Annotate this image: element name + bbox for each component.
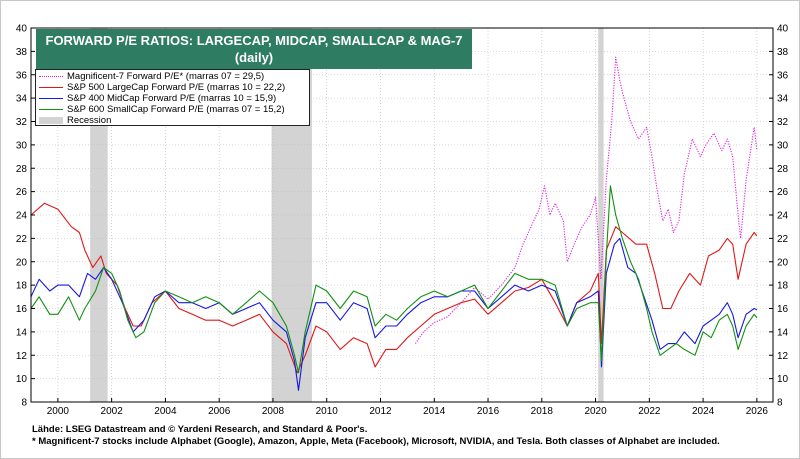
y-axis-left: 8 10 12 14 16 18 20 22 24 26 28 30 32 34 36 38 40 — [16, 24, 28, 409]
ytick-label-right-8: 8 — [777, 398, 783, 409]
ytick-label-left-32: 32 — [16, 117, 28, 128]
ytick-label-left-24: 24 — [16, 211, 28, 222]
ytick-label-right-24: 24 — [777, 211, 789, 222]
xtick-label-2016: 2016 — [477, 406, 500, 417]
series-line-3 — [30, 185, 758, 374]
legend: Magnificent-7 Forward P/E* (marras 07 = … — [35, 69, 310, 126]
recession-band-2 — [598, 28, 604, 402]
xtick-label-2018: 2018 — [531, 406, 554, 417]
title-line-2: (daily) — [234, 50, 274, 65]
ytick-label-right-28: 28 — [777, 164, 789, 175]
xtick-label-2006: 2006 — [208, 406, 231, 417]
ytick-label-right-16: 16 — [777, 304, 789, 315]
footer: Lähde: LSEG Datastream and © Yardeni Res… — [32, 424, 792, 448]
series-line-2 — [30, 237, 758, 391]
ytick-label-left-40: 40 — [16, 24, 28, 35]
xtick-label-2010: 2010 — [316, 406, 339, 417]
ytick-label-right-20: 20 — [777, 257, 789, 268]
legend-item-recession: Recession — [39, 115, 306, 126]
axis-ticks — [31, 27, 773, 403]
x-axis: 2000 2002 2004 2006 2008 2010 2012 2014 2016 2018… — [47, 406, 769, 417]
xtick-label-2002: 2002 — [101, 406, 124, 417]
ytick-label-left-30: 30 — [16, 140, 28, 151]
ytick-label-left-36: 36 — [16, 70, 28, 81]
legend-label-sp500: S&P 500 LargeCap Forward P/E (marras 10 … — [67, 82, 286, 93]
ytick-label-left-16: 16 — [16, 304, 28, 315]
series-line-1 — [30, 202, 758, 374]
y-axis-right: 8 10 12 14 16 18 20 22 24 26 28 30 32 34 36 38 40 — [777, 24, 789, 409]
legend-swatch-sp600 — [39, 109, 63, 110]
ytick-label-right-36: 36 — [777, 70, 789, 81]
ytick-label-right-14: 14 — [777, 327, 789, 338]
ytick-label-left-20: 20 — [16, 257, 28, 268]
xtick-label-2014: 2014 — [423, 406, 446, 417]
legend-swatch-sp500 — [39, 87, 63, 88]
ytick-label-left-14: 14 — [16, 327, 28, 338]
legend-swatch-recession — [39, 117, 63, 124]
ytick-label-right-10: 10 — [777, 374, 789, 385]
series-lines — [30, 56, 758, 391]
chart-title: FORWARD P/E RATIOS: LARGECAP, MIDCAP, SM… — [36, 29, 472, 69]
legend-label-recession: Recession — [67, 115, 112, 126]
ytick-label-right-26: 26 — [777, 187, 789, 198]
footer-note: * Magnificent-7 stocks include Alphabet … — [32, 436, 720, 447]
xtick-label-2020: 2020 — [584, 406, 607, 417]
xtick-label-2008: 2008 — [262, 406, 285, 417]
ytick-label-left-26: 26 — [16, 187, 28, 198]
ytick-label-left-34: 34 — [16, 94, 28, 105]
ytick-label-right-18: 18 — [777, 281, 789, 292]
series-line-0 — [414, 56, 758, 344]
xtick-label-2022: 2022 — [638, 406, 661, 417]
ytick-label-left-38: 38 — [16, 47, 28, 58]
ytick-label-left-8: 8 — [21, 398, 27, 409]
ytick-label-right-34: 34 — [777, 94, 789, 105]
legend-item-sp500: S&P 500 LargeCap Forward P/E (marras 10 … — [39, 82, 306, 93]
title-line-1: FORWARD P/E RATIOS: LARGECAP, MIDCAP, SM… — [45, 33, 463, 48]
ytick-label-left-28: 28 — [16, 164, 28, 175]
ytick-label-right-12: 12 — [777, 351, 789, 362]
legend-item-sp400: S&P 400 MidCap Forward P/E (marras 10 = … — [39, 93, 306, 104]
xtick-label-2000: 2000 — [47, 406, 70, 417]
legend-label-mag7: Magnificent-7 Forward P/E* (marras 07 = … — [67, 71, 265, 82]
ytick-label-left-12: 12 — [16, 351, 28, 362]
ytick-label-right-38: 38 — [777, 47, 789, 58]
xtick-label-2026: 2026 — [746, 406, 769, 417]
ytick-label-left-10: 10 — [16, 374, 28, 385]
ytick-label-left-22: 22 — [16, 234, 28, 245]
legend-label-sp600: S&P 600 SmallCap Forward P/E (marras 07 … — [67, 104, 285, 115]
legend-item-mag7: Magnificent-7 Forward P/E* (marras 07 = … — [39, 71, 306, 82]
ytick-label-right-22: 22 — [777, 234, 789, 245]
ytick-label-right-30: 30 — [777, 140, 789, 151]
xtick-label-2004: 2004 — [154, 406, 177, 417]
legend-item-sp600: S&P 600 SmallCap Forward P/E (marras 07 … — [39, 104, 306, 115]
legend-label-sp400: S&P 400 MidCap Forward P/E (marras 10 = … — [67, 93, 277, 104]
ytick-label-right-32: 32 — [777, 117, 789, 128]
ytick-label-right-40: 40 — [777, 24, 789, 35]
ytick-label-left-18: 18 — [16, 281, 28, 292]
xtick-label-2024: 2024 — [692, 406, 715, 417]
xtick-label-2012: 2012 — [369, 406, 392, 417]
footer-source: Lähde: LSEG Datastream and © Yardeni Res… — [32, 424, 368, 435]
legend-swatch-mag7 — [39, 76, 63, 77]
legend-swatch-sp400 — [39, 98, 63, 99]
